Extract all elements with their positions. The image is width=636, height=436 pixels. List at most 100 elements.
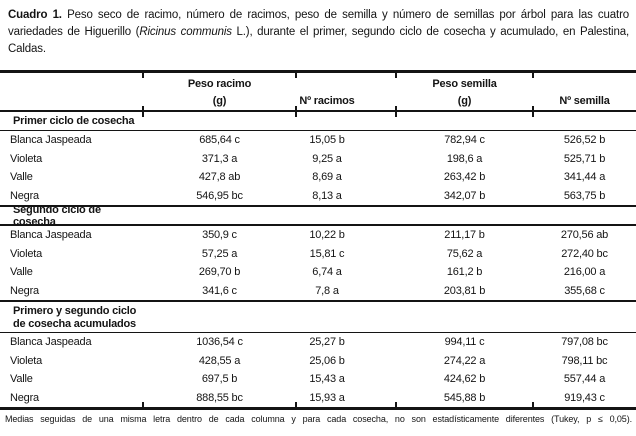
n-racimos-value: 15,43 a (309, 373, 345, 386)
table-row: Negra 546,95 bc 8,13 a 342,07 b 563,75 b (0, 186, 636, 205)
n-racimos-value: 25,27 b (309, 336, 345, 349)
column-divider-tick (142, 105, 144, 117)
col-group-peso-racimo: Peso racimo (187, 78, 252, 90)
n-racimos-value: 15,05 b (309, 134, 345, 147)
column-divider-tick (395, 402, 397, 408)
column-divider-tick (532, 105, 534, 117)
n-semilla-value: 557,44 a (563, 373, 606, 386)
caption-text-after: L.), durante el primer, segundo ciclo de… (8, 26, 629, 55)
variety-name: Negra (10, 391, 39, 404)
n-racimos-value: 15,93 a (309, 391, 345, 404)
peso-racimo-value: 888,55 bc (196, 391, 243, 404)
peso-semilla-value: 198,6 a (446, 152, 483, 165)
n-semilla-value: 355,68 c (564, 284, 605, 297)
n-semilla-value: 341,44 a (563, 171, 606, 184)
caption-text-before: Peso seco de racimo, número de racimos, … (8, 9, 629, 38)
section-header-segundo-ciclo: Segundo ciclo de cosecha (0, 204, 636, 228)
table-row: Blanca Jaspeada 350,9 c 10,22 b 211,17 b… (0, 226, 636, 245)
table-bottom-rule (0, 402, 636, 410)
section-header-acumulados: Primero y segundo ciclo de cosecha acumu… (0, 302, 636, 332)
column-divider-tick (532, 72, 534, 78)
n-semilla-value: 563,75 b (563, 189, 606, 202)
column-divider-tick (295, 402, 297, 408)
n-racimos-value: 9,25 a (312, 152, 342, 165)
col-header-n-semilla: Nº semilla (559, 95, 610, 107)
n-racimos-value: 8,13 a (312, 189, 342, 202)
variety-name: Blanca Jaspeada (10, 336, 92, 349)
peso-semilla-value: 263,42 b (443, 171, 486, 184)
peso-semilla-value: 211,17 b (444, 229, 485, 242)
section-title: Primer ciclo de cosecha (13, 114, 135, 127)
column-divider-tick (142, 402, 144, 408)
column-divider-tick (142, 72, 144, 78)
peso-racimo-value: 697,5 b (201, 373, 238, 386)
variety-name: Valle (10, 373, 33, 386)
peso-racimo-value: 428,55 a (198, 354, 241, 367)
table-row: Negra 341,6 c 7,8 a 203,81 b 355,68 c (0, 281, 636, 300)
variety-name: Valle (10, 171, 33, 184)
peso-semilla-value: 342,07 b (443, 189, 486, 202)
column-divider-tick (395, 72, 397, 78)
col-header-peso-racimo-unit: (g) (212, 95, 227, 107)
variety-name: Negra (10, 284, 39, 297)
section-header-primer-ciclo: Primer ciclo de cosecha (0, 112, 636, 130)
n-semilla-value: 526,52 b (563, 134, 606, 147)
column-divider-tick (395, 105, 397, 117)
n-semilla-value: 216,00 a (563, 266, 606, 279)
col-header-peso-semilla-unit: (g) (457, 95, 472, 107)
variety-name: Blanca Jaspeada (10, 229, 92, 242)
peso-racimo-value: 685,64 c (199, 134, 240, 147)
caption-species-name: Ricinus communis (139, 26, 232, 38)
peso-racimo-value: 546,95 bc (196, 189, 243, 202)
header-bottom-rule (0, 105, 636, 117)
table-header: Peso racimo Peso semilla (g) Nº racimos … (0, 73, 636, 110)
n-semilla-value: 270,56 ab (560, 229, 609, 242)
table-top-rule (0, 70, 636, 78)
variety-name: Violeta (10, 247, 43, 260)
peso-semilla-value: 782,94 c (444, 134, 485, 147)
table-row: Violeta 371,3 a 9,25 a 198,6 a 525,71 b (0, 149, 636, 168)
table-row: Negra 888,55 bc 15,93 a 545,88 b 919,43 … (0, 389, 636, 408)
variety-name: Negra (10, 189, 39, 202)
peso-racimo-value: 1036,54 c (196, 336, 243, 349)
column-divider-tick (295, 105, 297, 117)
section-end-rule (0, 299, 636, 302)
section-divider-rule (0, 224, 636, 226)
table-row: Violeta 57,25 a 15,81 c 75,62 a 272,40 b… (0, 244, 636, 263)
peso-semilla-value: 424,62 b (443, 373, 486, 386)
peso-semilla-value: 994,11 c (444, 336, 485, 349)
n-racimos-value: 15,81 c (309, 247, 345, 260)
table-row: Valle 427,8 ab 8,69 a 263,42 b 341,44 a (0, 168, 636, 187)
peso-racimo-value: 269,70 b (198, 266, 241, 279)
variety-name: Violeta (10, 354, 43, 367)
n-semilla-value: 919,43 c (564, 391, 605, 404)
n-racimos-value: 25,06 b (309, 354, 345, 367)
column-divider-tick (295, 72, 297, 78)
n-semilla-value: 797,08 bc (561, 336, 608, 349)
col-header-n-racimos: Nº racimos (299, 95, 355, 107)
variety-name: Violeta (10, 152, 43, 165)
n-semilla-value: 525,71 b (563, 152, 606, 165)
column-divider-tick (532, 402, 534, 408)
peso-racimo-value: 57,25 a (201, 247, 238, 260)
section-end-rule (0, 204, 636, 207)
peso-racimo-value: 341,6 c (202, 284, 237, 297)
col-group-peso-semilla: Peso semilla (432, 78, 497, 90)
table-row: Valle 269,70 b 6,74 a 161,2 b 216,00 a (0, 263, 636, 282)
peso-racimo-value: 350,9 c (202, 229, 237, 242)
peso-semilla-value: 75,62 a (446, 247, 483, 260)
peso-semilla-value: 274,22 a (443, 354, 486, 367)
n-semilla-value: 798,11 bc (561, 354, 608, 367)
table-caption: Cuadro 1. Peso seco de racimo, número de… (0, 0, 636, 58)
n-semilla-value: 272,40 bc (561, 247, 608, 260)
peso-racimo-value: 427,8 ab (198, 171, 241, 184)
table-row: Valle 697,5 b 15,43 a 424,62 b 557,44 a (0, 370, 636, 389)
table-row: Blanca Jaspeada 1036,54 c 25,27 b 994,11… (0, 333, 636, 352)
table-row: Violeta 428,55 a 25,06 b 274,22 a 798,11… (0, 352, 636, 371)
caption-label: Cuadro 1. (8, 9, 62, 21)
n-racimos-value: 8,69 a (312, 171, 342, 184)
n-racimos-value: 6,74 a (312, 266, 342, 279)
peso-semilla-value: 161,2 b (446, 266, 483, 279)
peso-semilla-value: 203,81 b (443, 284, 486, 297)
